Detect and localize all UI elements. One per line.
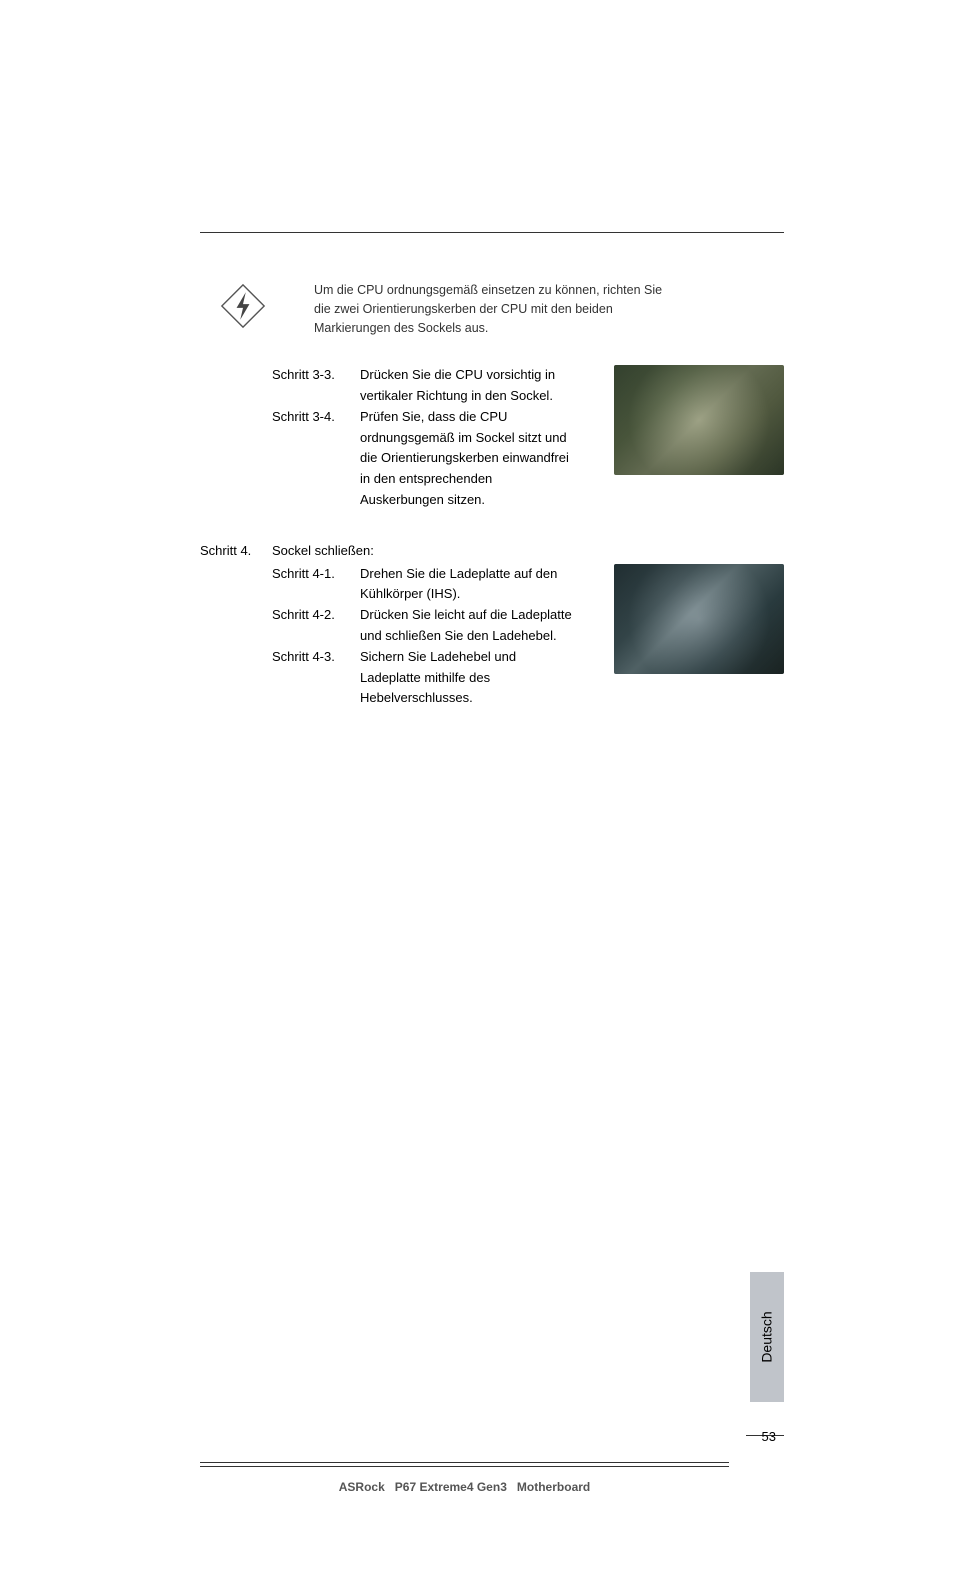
footer-suffix: Motherboard	[517, 1480, 590, 1494]
diamond-bolt-icon	[220, 283, 266, 329]
step-row: Schritt 3-4. Prüfen Sie, dass die CPU or…	[272, 407, 590, 511]
cpu-install-photo-1	[614, 365, 784, 475]
step-row: Schritt 4-2. Drücken Sie leicht auf die …	[272, 605, 590, 647]
step-label: Schritt 3-3.	[272, 365, 360, 386]
note-callout: Um die CPU ordnungsgemäß einsetzen zu kö…	[200, 281, 784, 337]
cpu-install-photo-2	[614, 564, 784, 674]
step-body: Drücken Sie leicht auf die Ladeplatte un…	[360, 605, 575, 647]
footer-text: ASRock P67 Extreme4 Gen3 Motherboard	[200, 1480, 729, 1494]
note-text: Um die CPU ordnungsgemäß einsetzen zu kö…	[314, 281, 664, 337]
footer-brand: ASRock	[339, 1480, 385, 1494]
step-body: Prüfen Sie, dass die CPU ordnungsgemäß i…	[360, 407, 575, 511]
step-outer-label: Schritt 4.	[200, 541, 272, 562]
footer-product: P67 Extreme4 Gen3	[395, 1480, 507, 1494]
step-label: Schritt 4-3.	[272, 647, 360, 668]
step-outer-body: Sockel schließen:	[272, 541, 784, 562]
step-body: Drehen Sie die Ladeplatte auf den Kühlkö…	[360, 564, 575, 606]
language-label: Deutsch	[759, 1311, 775, 1362]
footer-rules	[200, 1462, 729, 1470]
top-rule	[200, 232, 784, 233]
step-label: Schritt 3-4.	[272, 407, 360, 428]
step-label: Schritt 4-2.	[272, 605, 360, 626]
step-row: Schritt 3-3. Drücken Sie die CPU vorsich…	[272, 365, 590, 407]
steps-block-2: Schritt 4. Sockel schließen: Schritt 4-1…	[200, 541, 784, 729]
step-body: Drücken Sie die CPU vorsichtig in vertik…	[360, 365, 575, 407]
step-label: Schritt 4-1.	[272, 564, 360, 585]
language-side-tab: Deutsch	[750, 1272, 784, 1402]
step-row: Schritt 4-3. Sichern Sie Ladehebel und L…	[272, 647, 590, 709]
page-number: 53	[762, 1429, 776, 1444]
steps-block-1: Schritt 3-3. Drücken Sie die CPU vorsich…	[200, 365, 784, 531]
step-row: Schritt 4-1. Drehen Sie die Ladeplatte a…	[272, 564, 590, 606]
step-body: Sichern Sie Ladehebel und Ladeplatte mit…	[360, 647, 575, 709]
